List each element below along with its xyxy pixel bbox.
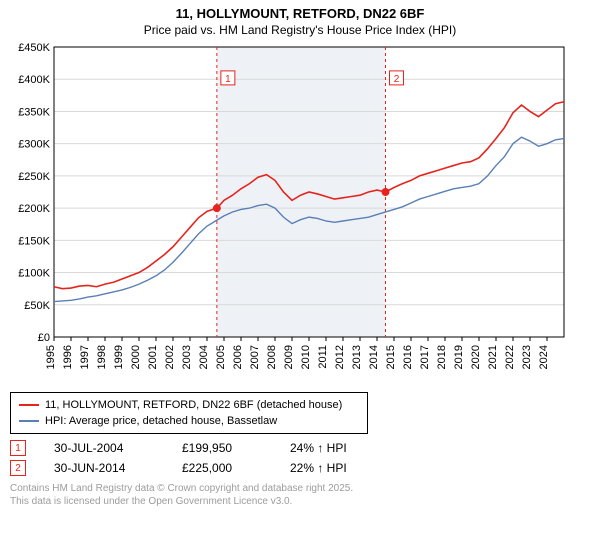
- svg-text:2024: 2024: [538, 345, 550, 369]
- svg-text:2023: 2023: [521, 345, 533, 369]
- svg-text:2: 2: [394, 74, 400, 85]
- transaction-price: £225,000: [182, 461, 262, 475]
- transaction-date: 30-JUN-2014: [54, 461, 154, 475]
- chart-svg: £0 £50K £100K £150K £200K £250K £300K £350K £400…: [10, 43, 570, 383]
- svg-text:2013: 2013: [351, 345, 363, 369]
- footer-attribution: Contains HM Land Registry data © Crown c…: [10, 482, 590, 508]
- svg-text:1999: 1999: [113, 345, 125, 369]
- svg-text:1996: 1996: [62, 345, 74, 369]
- transaction-row: 2 30-JUN-2014 £225,000 22% ↑ HPI: [10, 460, 590, 476]
- transaction-badge: 1: [10, 440, 26, 456]
- svg-text:2004: 2004: [198, 345, 210, 369]
- svg-text:£400K: £400K: [18, 74, 50, 86]
- svg-text:£100K: £100K: [18, 268, 50, 280]
- svg-text:2007: 2007: [249, 345, 261, 369]
- page-subtitle: Price paid vs. HM Land Registry's House …: [10, 23, 590, 37]
- svg-text:£150K: £150K: [18, 235, 50, 247]
- svg-text:£0: £0: [38, 332, 50, 344]
- svg-text:2019: 2019: [453, 345, 465, 369]
- svg-text:2021: 2021: [487, 345, 499, 369]
- legend-label: 11, HOLLYMOUNT, RETFORD, DN22 6BF (detac…: [45, 397, 342, 413]
- svg-text:1997: 1997: [79, 345, 91, 369]
- svg-text:2017: 2017: [419, 345, 431, 369]
- svg-text:2014: 2014: [368, 345, 380, 369]
- svg-text:2020: 2020: [470, 345, 482, 369]
- svg-text:2003: 2003: [181, 345, 193, 369]
- transaction-delta: 24% ↑ HPI: [290, 441, 347, 455]
- transaction-row: 1 30-JUL-2004 £199,950 24% ↑ HPI: [10, 440, 590, 456]
- svg-text:£50K: £50K: [24, 300, 50, 312]
- svg-text:1995: 1995: [45, 345, 57, 369]
- svg-text:£200K: £200K: [18, 203, 50, 215]
- svg-text:2001: 2001: [147, 345, 159, 369]
- svg-text:2009: 2009: [283, 345, 295, 369]
- transaction-price: £199,950: [182, 441, 262, 455]
- legend-swatch: [19, 404, 39, 406]
- svg-text:2000: 2000: [130, 345, 142, 369]
- page-title: 11, HOLLYMOUNT, RETFORD, DN22 6BF: [10, 6, 590, 21]
- svg-text:1: 1: [225, 74, 231, 85]
- svg-text:2011: 2011: [317, 345, 329, 369]
- svg-text:1998: 1998: [96, 345, 108, 369]
- svg-text:2005: 2005: [215, 345, 227, 369]
- legend-row: HPI: Average price, detached house, Bass…: [19, 413, 359, 429]
- svg-text:2008: 2008: [266, 345, 278, 369]
- svg-text:2022: 2022: [504, 345, 516, 369]
- legend-swatch: [19, 420, 39, 422]
- legend-row: 11, HOLLYMOUNT, RETFORD, DN22 6BF (detac…: [19, 397, 359, 413]
- svg-text:2006: 2006: [232, 345, 244, 369]
- svg-text:2002: 2002: [164, 345, 176, 369]
- footer-line-1: Contains HM Land Registry data © Crown c…: [10, 482, 590, 495]
- svg-text:2018: 2018: [436, 345, 448, 369]
- svg-text:2016: 2016: [402, 345, 414, 369]
- svg-text:£300K: £300K: [18, 139, 50, 151]
- legend-label: HPI: Average price, detached house, Bass…: [45, 413, 277, 429]
- chart-legend: 11, HOLLYMOUNT, RETFORD, DN22 6BF (detac…: [10, 392, 368, 434]
- transactions-table: 1 30-JUL-2004 £199,950 24% ↑ HPI 2 30-JUN-201…: [10, 440, 590, 476]
- svg-text:£250K: £250K: [18, 171, 50, 183]
- svg-text:2015: 2015: [385, 345, 397, 369]
- transaction-delta: 22% ↑ HPI: [290, 461, 347, 475]
- svg-text:2010: 2010: [300, 345, 312, 369]
- footer-line-2: This data is licensed under the Open Gov…: [10, 495, 590, 508]
- transaction-badge: 2: [10, 460, 26, 476]
- svg-text:£350K: £350K: [18, 106, 50, 118]
- svg-text:2012: 2012: [334, 345, 346, 369]
- transaction-date: 30-JUL-2004: [54, 441, 154, 455]
- svg-text:£450K: £450K: [18, 43, 50, 54]
- price-chart: £0 £50K £100K £150K £200K £250K £300K £350K £400…: [10, 43, 590, 388]
